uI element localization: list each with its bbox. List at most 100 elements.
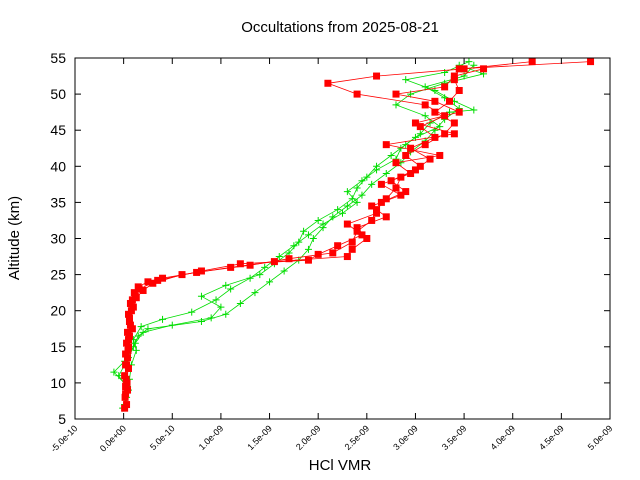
data-point bbox=[314, 216, 322, 224]
data-point bbox=[300, 227, 308, 235]
x-tick-label: -5.0e-10 bbox=[49, 423, 80, 454]
data-point bbox=[431, 133, 439, 141]
data-point bbox=[343, 220, 351, 228]
data-point bbox=[123, 401, 131, 409]
data-point bbox=[126, 299, 134, 307]
series-layer bbox=[110, 58, 595, 412]
data-point bbox=[411, 166, 419, 174]
data-point bbox=[402, 76, 410, 84]
data-point bbox=[441, 130, 449, 138]
y-tick-label: 45 bbox=[50, 122, 66, 138]
data-point bbox=[431, 97, 439, 105]
data-point bbox=[304, 245, 312, 253]
x-tick-label: 4.0e-09 bbox=[488, 423, 517, 452]
data-point bbox=[407, 170, 415, 178]
data-point bbox=[368, 216, 376, 224]
data-point bbox=[353, 224, 361, 232]
data-point bbox=[154, 276, 162, 284]
y-tick-label: 15 bbox=[50, 339, 66, 355]
data-point bbox=[450, 130, 458, 138]
data-point bbox=[353, 90, 361, 98]
data-point bbox=[126, 321, 134, 329]
data-point bbox=[188, 308, 196, 316]
data-point bbox=[334, 206, 342, 214]
data-point bbox=[421, 101, 429, 109]
data-point bbox=[123, 339, 131, 347]
data-point bbox=[115, 372, 123, 380]
y-tick-label: 25 bbox=[50, 267, 66, 283]
data-point bbox=[363, 235, 371, 242]
data-point bbox=[397, 191, 405, 199]
data-point bbox=[455, 108, 463, 116]
data-point bbox=[373, 209, 381, 217]
data-point bbox=[168, 321, 176, 329]
data-point bbox=[122, 390, 130, 398]
data-point bbox=[123, 379, 131, 387]
data-point bbox=[348, 245, 356, 253]
data-point bbox=[246, 274, 254, 282]
data-point bbox=[304, 231, 312, 239]
data-point bbox=[124, 386, 132, 394]
data-point bbox=[460, 65, 468, 73]
x-tick-label: 5.0e-09 bbox=[586, 423, 615, 452]
data-point bbox=[207, 314, 215, 322]
data-point bbox=[368, 202, 376, 210]
data-point bbox=[358, 231, 366, 239]
data-point bbox=[110, 368, 118, 376]
data-point bbox=[382, 213, 390, 221]
chart-title: Occultations from 2025-08-21 bbox=[241, 19, 439, 36]
data-point bbox=[270, 258, 278, 266]
data-point bbox=[465, 58, 473, 66]
data-point bbox=[159, 315, 167, 323]
data-point bbox=[125, 310, 132, 318]
data-point bbox=[455, 86, 463, 94]
data-point bbox=[436, 123, 444, 131]
data-point bbox=[304, 256, 312, 264]
data-point bbox=[124, 328, 132, 336]
data-point bbox=[314, 250, 322, 258]
data-point bbox=[125, 314, 133, 322]
data-point bbox=[353, 198, 361, 206]
data-point bbox=[137, 323, 145, 331]
data-point bbox=[144, 278, 152, 286]
data-point bbox=[124, 346, 132, 354]
data-point bbox=[261, 263, 269, 271]
series-line bbox=[125, 68, 484, 394]
series-line bbox=[124, 61, 591, 409]
data-point bbox=[128, 325, 136, 333]
data-point bbox=[402, 188, 410, 196]
data-point bbox=[251, 289, 259, 297]
data-point bbox=[382, 170, 390, 178]
y-tick-label: 35 bbox=[50, 194, 66, 210]
data-point bbox=[125, 336, 132, 344]
axes-layer bbox=[74, 57, 611, 420]
data-point bbox=[135, 285, 143, 293]
data-point bbox=[470, 106, 478, 114]
data-point bbox=[480, 65, 488, 73]
data-point bbox=[334, 242, 342, 250]
data-point bbox=[309, 235, 317, 242]
data-point bbox=[358, 177, 366, 185]
data-point bbox=[290, 242, 298, 250]
data-point bbox=[339, 209, 346, 217]
data-point bbox=[411, 119, 419, 127]
data-point bbox=[329, 249, 337, 257]
series-square-0 bbox=[121, 58, 595, 412]
data-point bbox=[441, 83, 449, 91]
data-point bbox=[236, 299, 244, 307]
data-point bbox=[392, 101, 400, 109]
y-tick-label: 55 bbox=[50, 50, 66, 66]
data-point bbox=[392, 90, 400, 98]
x-tick-label: 1.0e-09 bbox=[197, 423, 226, 452]
data-point bbox=[343, 202, 351, 210]
x-axis-label: HCl VMR bbox=[309, 457, 372, 474]
data-point bbox=[446, 97, 453, 105]
data-point bbox=[139, 328, 147, 336]
y-tick-label: 10 bbox=[50, 375, 66, 391]
data-point bbox=[382, 141, 390, 149]
data-point bbox=[124, 354, 132, 362]
data-point bbox=[426, 155, 434, 163]
data-point bbox=[382, 195, 390, 203]
data-point bbox=[421, 141, 429, 149]
x-tick-label: 0.0e+00 bbox=[98, 423, 128, 453]
